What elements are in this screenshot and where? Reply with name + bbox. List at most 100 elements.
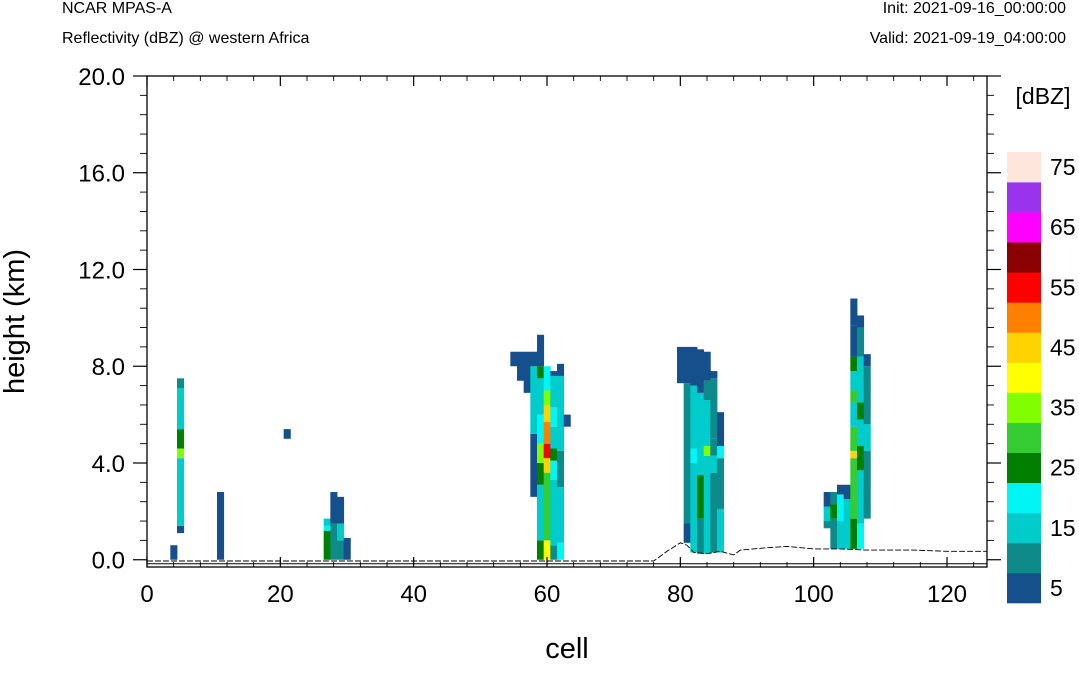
reflectivity-cell [710,472,718,553]
colorbar-swatch [1007,242,1041,273]
colorbar-swatch [1007,152,1041,183]
y-tick-label: 8.0 [92,354,125,381]
reflectivity-cell [863,354,871,367]
plot-frame [146,75,988,568]
reflectivity-cell [343,537,351,560]
x-tick-label: 0 [140,581,153,608]
reflectivity-cell [863,366,871,425]
plot-axes: 0 20 40 60 80 100 120 0.0 4.0 8.0 12.0 16.0 20.0 cell… [0,64,1001,665]
reflectivity-cell [823,492,831,507]
reflectivity-cell [543,404,551,422]
x-tick-label: 80 [667,581,694,608]
reflectivity-cell [550,479,558,546]
reflectivity-cell [683,346,691,384]
reflectivity-cell [710,371,718,379]
reflectivity-cell [537,463,545,485]
colorbar-label: 35 [1050,395,1076,421]
x-tick-label: 60 [534,581,561,608]
colorbar-label: 5 [1050,575,1063,601]
reflectivity-cell [850,298,858,326]
reflectivity-cell [537,334,545,367]
reflectivity-cell [863,450,871,519]
reflectivity-cell [837,521,845,549]
reflectivity-cell [557,487,565,543]
reflectivity-cell [677,346,685,384]
reflectivity-cell [683,523,691,543]
reflectivity-cell [850,458,858,478]
reflectivity-cell [703,446,711,456]
colorbar: 5 15 25 35 45 55 65 75 [dBZ] [1007,83,1076,604]
y-tick-label: 4.0 [92,451,125,478]
reflectivity-cell [850,450,858,459]
colorbar-swatch [1007,272,1041,303]
y-axis-label: height (km) [0,249,31,394]
x-axis-label: cell [545,633,589,665]
reflectivity-cell [530,366,538,434]
reflectivity-cell [537,366,545,379]
x-tick-label: 120 [927,581,967,608]
reflectivity-cell [530,351,538,367]
reflectivity-cell [543,540,551,560]
y-tick-label: 16.0 [78,161,125,188]
reflectivity-cell [710,438,718,456]
field-title: Reflectivity (dBZ) @ western Africa [62,30,310,47]
reflectivity-cell [330,523,338,560]
colorbar-label: 55 [1050,274,1076,300]
reflectivity-cell [850,371,858,391]
reflectivity-cell [550,371,558,376]
colorbar-swatch [1007,302,1041,333]
reflectivity-cell [697,392,705,476]
reflectivity-cell [850,356,858,372]
reflectivity-cell [857,315,865,328]
reflectivity-cell [717,508,725,553]
reflectivity-cell [550,426,558,449]
reflectivity-cell [850,477,858,519]
reflectivity-cell [703,455,711,554]
colorbar-label: 45 [1050,334,1076,360]
colorbar-swatch [1007,452,1041,484]
reflectivity-cell [703,400,711,447]
reflectivity-cell [177,525,185,534]
init-time: Init: 2021-09-16_00:00:00 [882,0,1066,17]
reflectivity-cell [850,518,858,549]
reflectivity-cell [843,484,851,500]
reflectivity-cell [697,349,705,393]
reflectivity-cells [170,298,871,560]
reflectivity-cell [850,402,858,427]
reflectivity-cell [323,525,331,531]
reflectivity-cell [523,351,531,393]
colorbar-label: 75 [1050,154,1076,180]
reflectivity-cell [530,433,538,497]
reflectivity-cell [537,540,545,560]
reflectivity-cell [683,383,691,524]
reflectivity-cell [330,492,338,524]
colorbar-swatch [1007,482,1041,514]
reflectivity-cell [217,492,225,560]
reflectivity-cell [690,346,698,386]
colorbar-swatch [1007,422,1041,453]
colorbar-label: 25 [1050,455,1076,481]
reflectivity-cell [850,426,858,451]
y-tick-label: 0.0 [92,548,125,575]
reflectivity-cell [550,460,558,480]
reflectivity-cell [543,390,551,405]
x-tick-label: 100 [794,581,834,608]
colorbar-swatch [1007,542,1041,574]
reflectivity-cell [517,351,525,381]
reflectivity-cell [717,458,725,509]
reflectivity-cell [170,545,178,560]
reflectivity-cell [550,407,558,427]
colorbar-swatch [1007,212,1041,243]
reflectivity-cell [703,380,711,401]
reflectivity-cell [857,419,865,447]
reflectivity-cell [537,484,545,541]
reflectivity-cell [177,458,185,526]
reflectivity-cell [710,378,718,439]
reflectivity-cell [177,378,185,389]
reflectivity-cell [837,494,845,522]
reflectivity-cell [697,518,705,554]
reflectivity-cell [557,363,565,376]
reflectivity-cell [550,448,558,461]
reflectivity-cell [550,375,558,408]
